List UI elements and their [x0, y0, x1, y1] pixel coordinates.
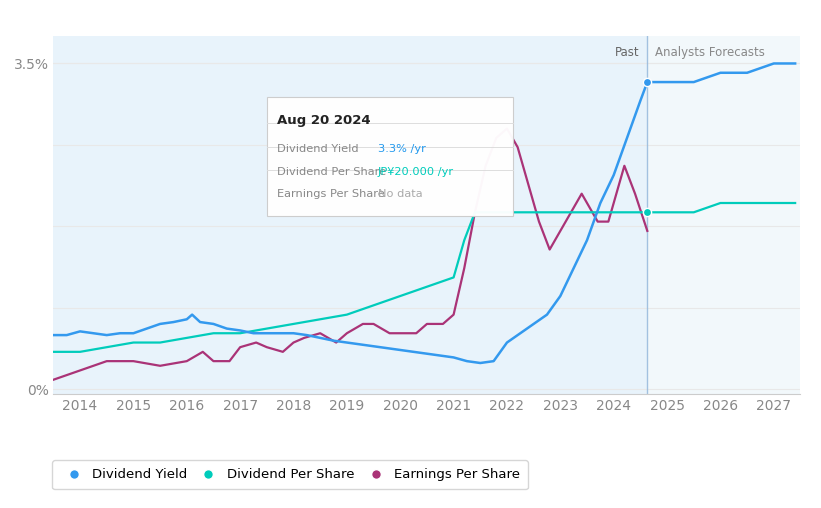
Text: Analysts Forecasts: Analysts Forecasts — [655, 46, 765, 59]
Text: No data: No data — [378, 189, 422, 200]
Text: Earnings Per Share: Earnings Per Share — [277, 189, 384, 200]
Text: 3.3% /yr: 3.3% /yr — [378, 144, 425, 153]
Bar — [53, 36, 647, 394]
Point — [640, 78, 654, 86]
Text: JP¥20.000 /yr: JP¥20.000 /yr — [378, 167, 454, 177]
Bar — [647, 36, 800, 394]
Text: Dividend Per Share: Dividend Per Share — [277, 167, 386, 177]
Text: Dividend Yield: Dividend Yield — [277, 144, 358, 153]
Point — [640, 208, 654, 216]
Legend: Dividend Yield, Dividend Per Share, Earnings Per Share: Dividend Yield, Dividend Per Share, Earn… — [53, 460, 528, 489]
Text: Aug 20 2024: Aug 20 2024 — [277, 114, 370, 126]
Text: Past: Past — [615, 46, 640, 59]
